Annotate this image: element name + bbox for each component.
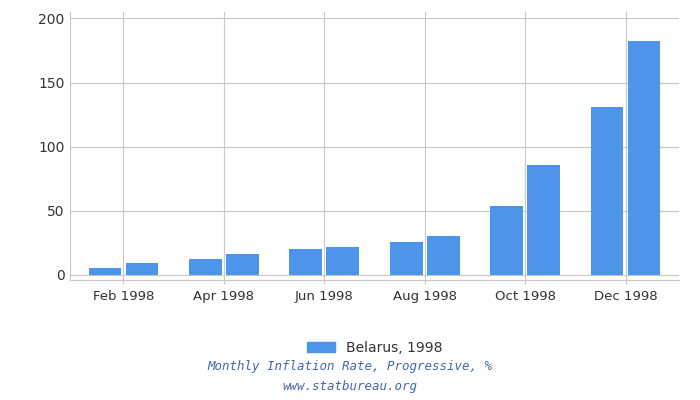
Text: Monthly Inflation Rate, Progressive, %: Monthly Inflation Rate, Progressive, % — [207, 360, 493, 373]
Bar — [490, 206, 523, 275]
Bar — [226, 254, 259, 275]
Bar — [591, 107, 623, 275]
Bar — [89, 268, 121, 275]
Bar — [289, 249, 322, 275]
Bar — [527, 164, 560, 275]
Bar — [126, 263, 158, 275]
Legend: Belarus, 1998: Belarus, 1998 — [301, 335, 448, 360]
Bar — [628, 42, 660, 275]
Text: www.statbureau.org: www.statbureau.org — [283, 380, 417, 393]
Bar — [326, 247, 359, 275]
Bar — [390, 242, 423, 275]
Bar — [427, 236, 460, 275]
Bar — [189, 260, 222, 275]
